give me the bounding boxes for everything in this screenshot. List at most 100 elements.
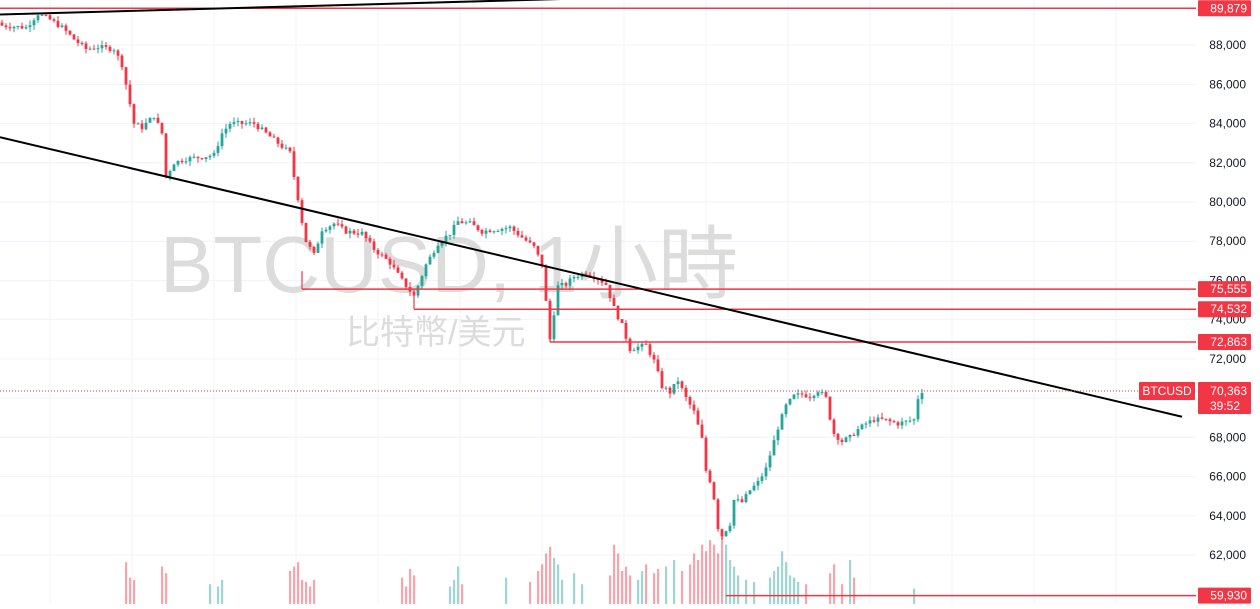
candle[interactable] (496, 229, 500, 232)
candle[interactable] (656, 354, 660, 373)
candle[interactable] (192, 153, 196, 159)
candle[interactable] (372, 238, 376, 253)
candle[interactable] (128, 80, 132, 108)
candle[interactable] (800, 390, 804, 398)
candle[interactable] (424, 263, 428, 280)
candle[interactable] (308, 239, 312, 250)
candle[interactable] (88, 46, 92, 51)
candle[interactable] (176, 160, 180, 167)
candle[interactable] (780, 412, 784, 430)
candle[interactable] (784, 403, 788, 418)
candle[interactable] (364, 231, 368, 242)
candle[interactable] (420, 274, 424, 289)
candle[interactable] (808, 393, 812, 402)
candle[interactable] (444, 230, 448, 247)
candle[interactable] (772, 435, 776, 456)
candle[interactable] (76, 36, 80, 47)
candle[interactable] (140, 119, 144, 133)
candle[interactable] (124, 66, 128, 90)
candle[interactable] (792, 393, 796, 400)
candle[interactable] (248, 118, 252, 126)
candle[interactable] (704, 435, 708, 473)
candle[interactable] (904, 419, 908, 426)
candle[interactable] (356, 228, 360, 238)
candle[interactable] (480, 228, 484, 237)
candle[interactable] (68, 30, 72, 36)
candle[interactable] (908, 416, 912, 423)
trend-line-upper[interactable] (0, 0, 582, 16)
candle[interactable] (256, 121, 260, 132)
candle[interactable] (304, 222, 308, 243)
candle[interactable] (260, 124, 264, 130)
candle[interactable] (636, 343, 640, 354)
candle[interactable] (552, 311, 556, 342)
candle[interactable] (768, 451, 772, 472)
candle[interactable] (860, 423, 864, 431)
candle[interactable] (240, 120, 244, 129)
candle[interactable] (724, 530, 728, 538)
candle[interactable] (132, 103, 136, 128)
candle[interactable] (556, 281, 560, 316)
candle[interactable] (456, 216, 460, 226)
candle[interactable] (824, 390, 828, 399)
candle[interactable] (484, 227, 488, 239)
candle[interactable] (872, 416, 876, 424)
candle[interactable] (160, 122, 164, 135)
candle[interactable] (84, 41, 88, 54)
candle[interactable] (32, 17, 36, 31)
candle[interactable] (436, 242, 440, 254)
candle[interactable] (344, 225, 348, 235)
candle[interactable] (628, 337, 632, 354)
candle[interactable] (452, 220, 456, 239)
candle[interactable] (524, 235, 528, 242)
candle[interactable] (600, 276, 604, 286)
candle[interactable] (688, 395, 692, 409)
candle[interactable] (916, 395, 920, 423)
candle[interactable] (368, 235, 372, 244)
candle[interactable] (120, 53, 124, 71)
candle[interactable] (104, 41, 108, 50)
candle[interactable] (852, 432, 856, 437)
candle[interactable] (684, 385, 688, 402)
candle[interactable] (692, 400, 696, 415)
candle[interactable] (300, 198, 304, 226)
candle[interactable] (316, 241, 320, 254)
candle[interactable] (196, 156, 200, 163)
candle[interactable] (324, 227, 328, 233)
candle[interactable] (212, 150, 216, 159)
candle[interactable] (828, 396, 832, 421)
candle[interactable] (448, 235, 452, 241)
candle[interactable] (804, 390, 808, 399)
candle[interactable] (376, 247, 380, 259)
candle[interactable] (776, 426, 780, 446)
candle[interactable] (216, 141, 220, 157)
candle[interactable] (12, 25, 16, 33)
candle[interactable] (632, 347, 636, 352)
candle[interactable] (708, 468, 712, 484)
candle[interactable] (0, 19, 4, 27)
candle[interactable] (536, 245, 540, 257)
candle[interactable] (816, 390, 820, 398)
candle[interactable] (284, 144, 288, 150)
candle[interactable] (164, 133, 168, 179)
candle[interactable] (532, 241, 536, 249)
candle[interactable] (716, 498, 720, 532)
candle[interactable] (896, 420, 900, 429)
candle[interactable] (748, 490, 752, 495)
candle[interactable] (740, 496, 744, 503)
candle[interactable] (352, 228, 356, 236)
candle[interactable] (512, 225, 516, 235)
candle[interactable] (572, 274, 576, 283)
candle[interactable] (80, 41, 84, 46)
candle[interactable] (728, 522, 732, 533)
candle[interactable] (752, 482, 756, 492)
candle[interactable] (332, 222, 336, 230)
candle[interactable] (292, 146, 296, 180)
candle[interactable] (400, 270, 404, 280)
candle[interactable] (336, 218, 340, 227)
candle[interactable] (416, 285, 420, 298)
candle[interactable] (148, 117, 152, 123)
candle[interactable] (56, 16, 60, 29)
